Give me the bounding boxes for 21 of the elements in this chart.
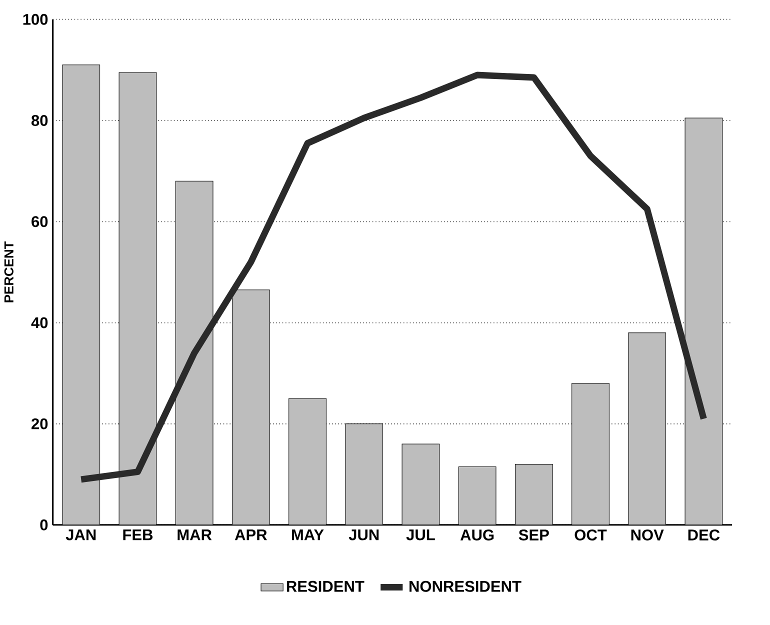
y-axis-title: PERCENT — [4, 241, 14, 302]
y-tick-label: 20 — [32, 418, 48, 430]
x-tick-label: MAY — [292, 530, 324, 540]
x-tick-label: FEB — [123, 530, 153, 540]
x-tick-label: MAR — [178, 530, 212, 540]
y-tick-label: 40 — [31, 317, 48, 328]
x-tick-label: JUL — [406, 530, 435, 540]
y-tick-label: 80 — [31, 115, 48, 126]
x-tick-label: NOV — [631, 530, 664, 541]
legend-label: RESIDENT — [286, 580, 364, 592]
x-tick-label: DEC — [688, 530, 720, 541]
x-tick-label: SEP — [518, 530, 549, 541]
x-tick-label: OCT — [574, 530, 607, 541]
y-tick-label: 0 — [40, 519, 48, 530]
x-tick-label: AUG — [460, 530, 494, 541]
y-tick-label: 60 — [32, 216, 48, 228]
legend-label: NONRESIDENT — [410, 580, 522, 592]
x-tick-label: APR — [234, 530, 267, 540]
x-tick-label: JAN — [66, 530, 96, 540]
x-tick-label: JUN — [348, 530, 379, 540]
y-tick-label: 100 — [23, 14, 48, 25]
